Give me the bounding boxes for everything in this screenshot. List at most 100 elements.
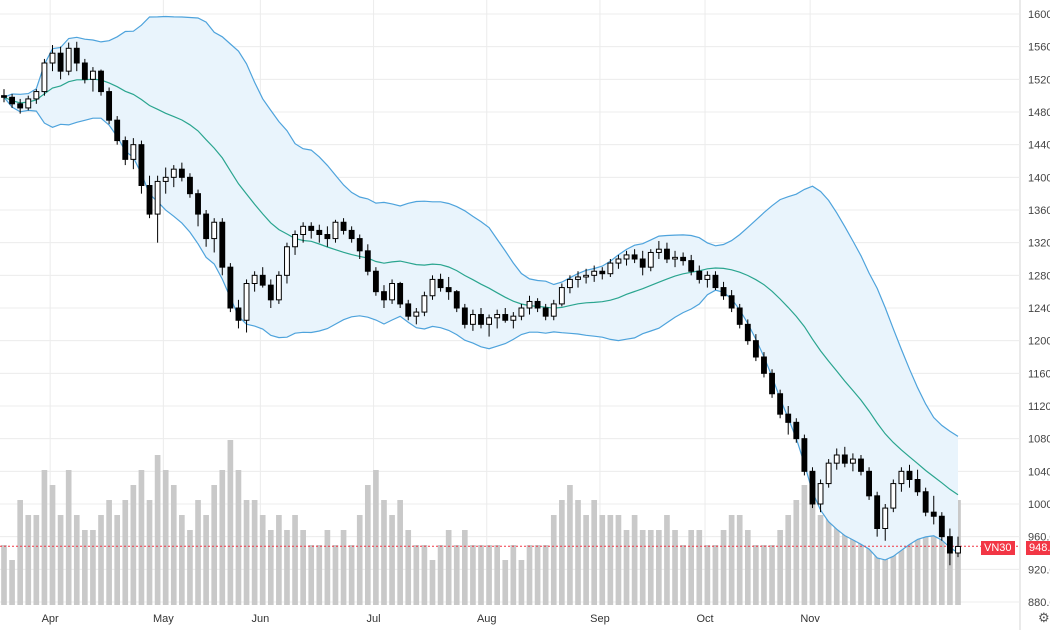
candle bbox=[518, 303, 525, 321]
candle-body bbox=[744, 323, 751, 342]
volume-bar bbox=[219, 470, 226, 605]
candle-body bbox=[300, 225, 307, 235]
candle-body bbox=[340, 221, 347, 231]
x-tick-label: Oct bbox=[696, 613, 713, 625]
candle-body bbox=[567, 278, 573, 289]
volume-bar bbox=[340, 530, 347, 605]
volume-bar bbox=[623, 530, 630, 605]
candle-body bbox=[25, 98, 32, 109]
candle bbox=[203, 210, 210, 247]
candle-body bbox=[413, 311, 420, 317]
candle-body bbox=[712, 274, 719, 289]
candle bbox=[712, 271, 719, 291]
x-tick-label: Jul bbox=[367, 613, 381, 625]
candle bbox=[316, 224, 323, 243]
volume-bars bbox=[1, 440, 961, 605]
candle-body bbox=[849, 458, 856, 464]
candle-body bbox=[195, 193, 201, 215]
candle bbox=[437, 273, 444, 292]
x-tick-label: Nov bbox=[800, 613, 820, 625]
candle bbox=[575, 271, 581, 288]
volume-bar bbox=[211, 485, 218, 605]
candle bbox=[704, 271, 711, 288]
candle-body bbox=[890, 483, 897, 509]
volume-bar bbox=[33, 515, 40, 605]
candle bbox=[227, 263, 234, 313]
candle bbox=[211, 218, 218, 253]
candle-body bbox=[170, 168, 177, 178]
volume-bar bbox=[284, 530, 290, 605]
candle bbox=[841, 446, 848, 468]
volume-bar bbox=[817, 515, 824, 605]
candle-body bbox=[874, 495, 881, 530]
volume-bar bbox=[680, 545, 686, 605]
volume-bar bbox=[65, 470, 72, 605]
candle bbox=[914, 469, 921, 496]
candle bbox=[664, 242, 670, 264]
candle-body bbox=[421, 295, 428, 313]
volume-bar bbox=[866, 515, 872, 605]
candle-body bbox=[955, 545, 961, 554]
candle-body bbox=[930, 511, 937, 517]
volume-bar bbox=[639, 530, 646, 605]
volume-bar bbox=[769, 545, 775, 605]
volume-bar bbox=[437, 545, 444, 605]
candle bbox=[672, 250, 678, 268]
candle-body bbox=[704, 274, 711, 280]
candle-body bbox=[777, 393, 784, 415]
volume-bar bbox=[195, 500, 201, 605]
candle-body bbox=[631, 254, 638, 260]
candle bbox=[429, 275, 436, 300]
candle-body bbox=[90, 70, 96, 80]
volume-bar bbox=[502, 560, 509, 605]
candle bbox=[469, 309, 476, 331]
candle bbox=[154, 175, 161, 243]
candle bbox=[324, 226, 331, 247]
volume-bar bbox=[187, 530, 193, 605]
candle-body bbox=[227, 266, 234, 309]
y-tick-label: 920.0 bbox=[1028, 564, 1050, 576]
volume-bar bbox=[712, 545, 719, 605]
volume-bar bbox=[364, 485, 371, 605]
candle-body bbox=[793, 421, 800, 440]
volume-bar bbox=[373, 470, 379, 605]
volume-bar bbox=[1, 545, 7, 605]
volume-bar bbox=[389, 515, 395, 605]
candle-body bbox=[65, 47, 72, 72]
candle bbox=[858, 455, 864, 476]
candle bbox=[890, 479, 897, 513]
volume-bar bbox=[841, 515, 848, 605]
candle bbox=[801, 434, 808, 476]
candle bbox=[300, 222, 307, 243]
gear-icon[interactable]: ⚙ bbox=[1038, 610, 1050, 625]
volume-bar bbox=[526, 545, 533, 605]
candle bbox=[728, 290, 735, 313]
candle bbox=[138, 140, 145, 194]
candle bbox=[389, 279, 395, 304]
candle bbox=[187, 173, 193, 198]
candle-body bbox=[203, 213, 210, 240]
y-tick-label: 1480.0 bbox=[1028, 107, 1050, 119]
volume-bar bbox=[728, 515, 735, 605]
candle-body bbox=[1, 95, 7, 98]
candle bbox=[356, 234, 363, 259]
candle bbox=[308, 222, 315, 239]
candle bbox=[696, 265, 703, 284]
volume-bar bbox=[914, 515, 921, 605]
volume-bar bbox=[858, 530, 864, 605]
volume-bar bbox=[785, 515, 792, 605]
candle bbox=[106, 87, 113, 125]
candle-body bbox=[688, 260, 695, 272]
candle bbox=[631, 249, 638, 264]
candle bbox=[73, 41, 80, 72]
candle-body bbox=[405, 303, 412, 317]
y-tick-label: 1400.0 bbox=[1028, 172, 1050, 184]
volume-bar bbox=[445, 530, 452, 605]
volume-bar bbox=[753, 545, 759, 605]
y-tick-label: 1280.0 bbox=[1028, 270, 1050, 282]
candle bbox=[65, 42, 72, 76]
price-axis[interactable]: 880.0 920.0 960.0 1000.0 1040.0 1080.0 1120.0 1… bbox=[1028, 9, 1050, 609]
time-axis[interactable]: Apr May Jun Jul Aug Sep Oct Nov bbox=[42, 613, 821, 625]
candle-body bbox=[114, 119, 121, 142]
